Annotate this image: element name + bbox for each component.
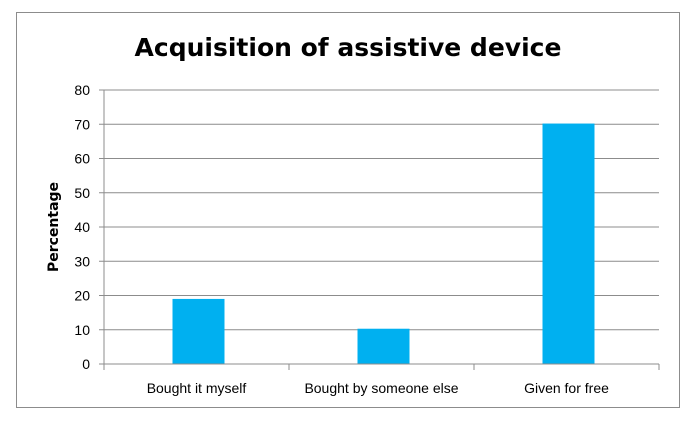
y-axis-label: Percentage [46, 182, 62, 272]
x-tick-label: Given for free [524, 380, 609, 396]
tick-labels: 0 10 20 30 40 50 60 70 80 Bought it myself Bought … [74, 82, 609, 396]
y-tick-label: 60 [74, 151, 90, 167]
y-tick-label: 50 [74, 185, 90, 201]
y-tick-label: 70 [74, 116, 90, 132]
y-tick-label: 0 [82, 356, 90, 372]
y-tick-label: 30 [74, 253, 90, 269]
chart-title: Acquisition of assistive device [135, 33, 562, 62]
axes [99, 89, 660, 370]
y-tick-label: 10 [74, 322, 90, 338]
y-tick-label: 80 [74, 82, 90, 98]
y-tick-label: 20 [74, 288, 90, 304]
x-tick-label: Bought it myself [147, 380, 247, 396]
bars [172, 123, 595, 364]
bar [357, 328, 410, 364]
bar [172, 298, 225, 364]
y-tick-label: 40 [74, 219, 90, 235]
bar [542, 123, 595, 364]
x-tick-label: Bought by someone else [304, 380, 458, 396]
